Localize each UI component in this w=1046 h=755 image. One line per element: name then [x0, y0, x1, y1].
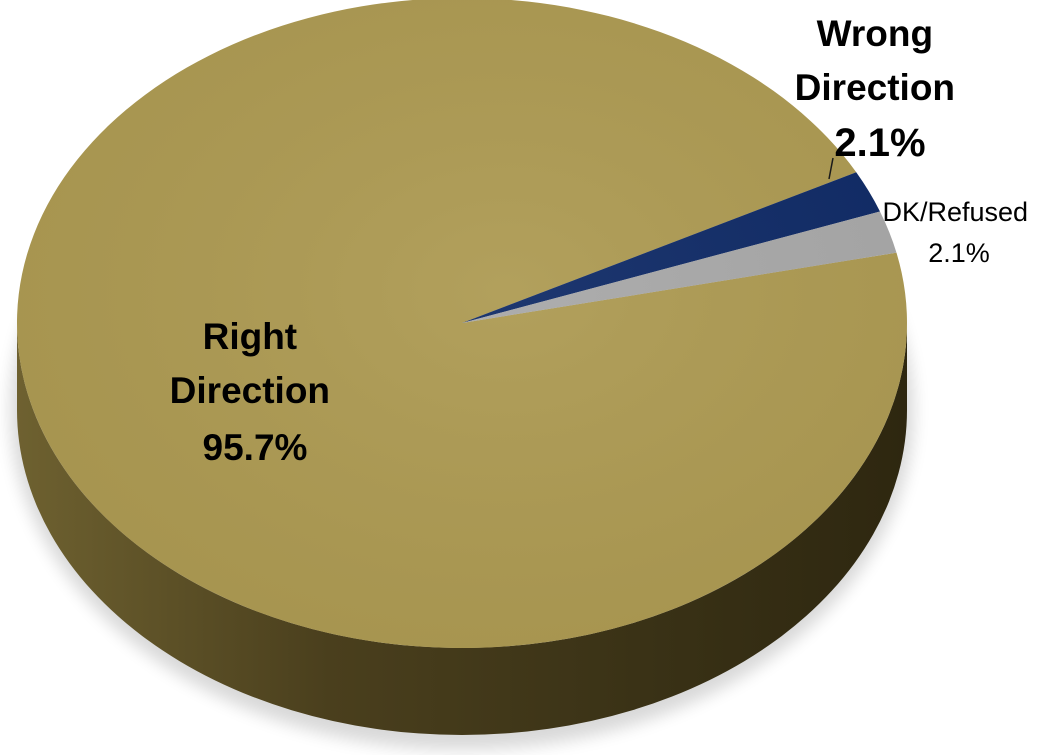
dk-refused-label: DK/Refused 2.1% [882, 197, 1035, 268]
wrong-direction-leader-line [828, 157, 834, 180]
pie-side-wall [17, 323, 907, 735]
pie-top-sheen [17, 0, 907, 648]
wrong-direction-label: Wrong Direction 2.1% [795, 13, 966, 165]
right-direction-label: Right Direction 95.7% [170, 316, 341, 468]
